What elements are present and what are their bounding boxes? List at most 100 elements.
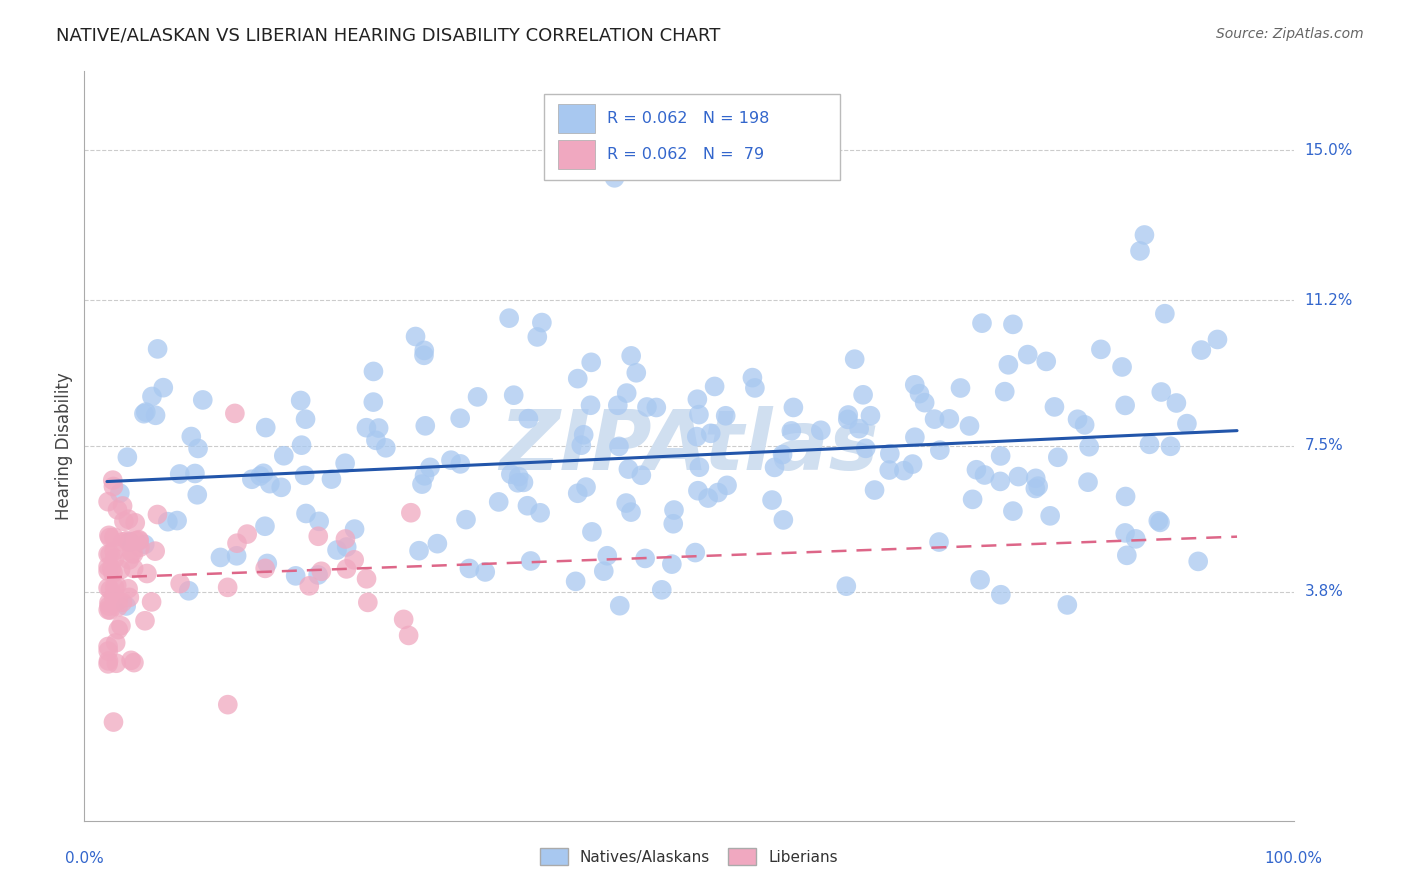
Point	[772, 448, 794, 462]
Point	[904, 430, 927, 444]
Point	[449, 457, 471, 471]
Point	[928, 443, 950, 458]
Point	[249, 469, 271, 483]
Point	[697, 491, 720, 505]
Point	[837, 412, 859, 426]
Point	[333, 456, 356, 470]
Point	[1090, 343, 1112, 357]
Point	[1025, 471, 1047, 485]
Point	[616, 386, 638, 401]
Point	[645, 401, 668, 415]
Point	[103, 714, 125, 729]
Point	[686, 429, 709, 443]
Point	[893, 464, 915, 478]
Point	[1129, 244, 1152, 258]
Point	[1150, 384, 1173, 399]
Point	[98, 599, 121, 614]
Point	[105, 578, 128, 592]
Point	[990, 449, 1012, 463]
Point	[617, 462, 640, 476]
Point	[603, 170, 626, 185]
Point	[879, 447, 901, 461]
Point	[413, 343, 436, 358]
Point	[683, 545, 706, 559]
Point	[121, 546, 143, 560]
Text: NATIVE/ALASKAN VS LIBERIAN HEARING DISABILITY CORRELATION CHART: NATIVE/ALASKAN VS LIBERIAN HEARING DISAB…	[56, 27, 721, 45]
Point	[103, 580, 125, 594]
Point	[343, 522, 366, 536]
Point	[1078, 440, 1101, 454]
Point	[336, 540, 359, 554]
Point	[572, 427, 595, 442]
Text: Source: ZipAtlas.com: Source: ZipAtlas.com	[1216, 27, 1364, 41]
Point	[763, 460, 786, 475]
Point	[877, 463, 900, 477]
Point	[259, 476, 281, 491]
Point	[97, 581, 120, 595]
Point	[662, 516, 685, 531]
Point	[506, 475, 529, 490]
Point	[117, 450, 139, 465]
Text: 3.8%: 3.8%	[1305, 584, 1344, 599]
Point	[512, 475, 534, 490]
Point	[122, 656, 145, 670]
Point	[1114, 398, 1136, 412]
Point	[374, 441, 396, 455]
Point	[152, 381, 174, 395]
Point	[115, 599, 138, 613]
Point	[716, 478, 738, 492]
Point	[636, 400, 658, 414]
Point	[938, 412, 960, 426]
Point	[1007, 469, 1029, 483]
Point	[326, 543, 349, 558]
Point	[107, 594, 129, 608]
Point	[959, 419, 981, 434]
Point	[98, 596, 121, 610]
Point	[122, 561, 145, 575]
Point	[626, 366, 648, 380]
Point	[772, 513, 794, 527]
Point	[187, 442, 209, 456]
Point	[392, 612, 415, 626]
Point	[502, 388, 524, 402]
Point	[1046, 450, 1069, 465]
Point	[294, 412, 316, 426]
Point	[273, 449, 295, 463]
FancyBboxPatch shape	[544, 94, 841, 180]
Text: ZIPAtlas: ZIPAtlas	[499, 406, 879, 486]
Point	[1039, 508, 1062, 523]
Point	[97, 603, 120, 617]
Point	[118, 535, 141, 549]
Point	[488, 495, 510, 509]
Point	[1077, 475, 1099, 490]
Point	[136, 566, 159, 581]
Point	[607, 439, 630, 453]
Point	[399, 506, 422, 520]
Point	[498, 311, 520, 326]
Point	[118, 591, 141, 605]
Point	[780, 424, 803, 438]
Point	[855, 442, 877, 456]
Point	[499, 467, 522, 482]
Point	[112, 534, 135, 549]
Point	[700, 426, 723, 441]
Point	[284, 569, 307, 583]
Point	[97, 564, 120, 578]
Point	[254, 561, 277, 575]
Point	[1125, 532, 1147, 546]
Text: R = 0.062   N =  79: R = 0.062 N = 79	[607, 147, 763, 162]
Point	[226, 536, 249, 550]
Point	[184, 467, 207, 481]
Text: 0.0%: 0.0%	[65, 851, 104, 866]
Point	[761, 493, 783, 508]
Point	[508, 469, 530, 483]
Point	[217, 698, 239, 712]
Point	[186, 488, 208, 502]
Point	[143, 544, 166, 558]
Point	[994, 384, 1017, 399]
Point	[411, 477, 433, 491]
Text: 100.0%: 100.0%	[1264, 851, 1323, 866]
Point	[614, 496, 637, 510]
Point	[901, 457, 924, 471]
Point	[356, 420, 378, 434]
